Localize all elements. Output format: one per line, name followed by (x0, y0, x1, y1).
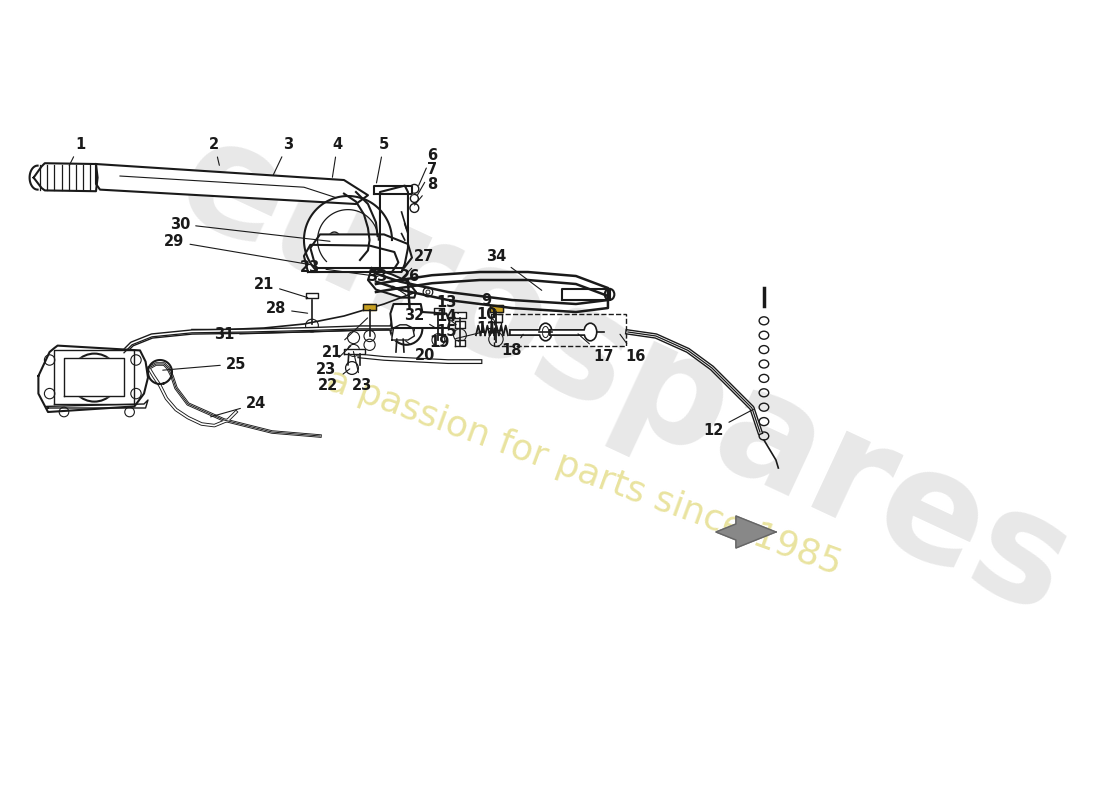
Polygon shape (363, 304, 376, 310)
Text: 1: 1 (69, 137, 85, 166)
Text: 23: 23 (316, 346, 351, 377)
Text: 33: 33 (367, 269, 406, 294)
Text: 27: 27 (402, 249, 434, 278)
Polygon shape (455, 321, 465, 328)
Text: 23: 23 (300, 260, 378, 277)
Text: 13: 13 (437, 295, 459, 314)
Text: 16: 16 (620, 334, 646, 363)
Text: 8: 8 (415, 177, 437, 205)
Polygon shape (374, 186, 412, 194)
Text: 4: 4 (332, 137, 342, 178)
Text: 6: 6 (419, 148, 437, 186)
Text: 32: 32 (404, 308, 436, 328)
Text: 9: 9 (482, 293, 496, 310)
Text: 28: 28 (266, 302, 308, 316)
Text: 29: 29 (164, 234, 314, 265)
Ellipse shape (539, 323, 552, 341)
Polygon shape (492, 322, 500, 330)
Text: 25: 25 (163, 357, 246, 371)
Ellipse shape (584, 323, 596, 341)
Text: 2: 2 (209, 137, 219, 166)
Text: 30: 30 (169, 217, 330, 242)
Text: 22: 22 (318, 369, 350, 393)
Polygon shape (492, 314, 502, 322)
Polygon shape (368, 268, 416, 298)
Text: 12: 12 (703, 410, 754, 438)
Polygon shape (490, 305, 503, 312)
Text: 21: 21 (254, 277, 308, 298)
Polygon shape (433, 308, 444, 314)
Polygon shape (64, 358, 124, 396)
Polygon shape (454, 312, 465, 318)
Polygon shape (34, 163, 98, 191)
Polygon shape (561, 289, 609, 300)
Polygon shape (344, 349, 365, 354)
Polygon shape (304, 196, 392, 271)
Text: 14: 14 (437, 310, 456, 325)
Polygon shape (392, 325, 415, 340)
Text: 23: 23 (351, 351, 372, 393)
Polygon shape (46, 400, 148, 408)
Text: 24: 24 (211, 397, 266, 417)
Polygon shape (310, 234, 412, 268)
Text: 3: 3 (273, 137, 293, 175)
Polygon shape (390, 304, 450, 328)
Text: 7: 7 (417, 162, 437, 195)
Text: a passion for parts since 1985: a passion for parts since 1985 (322, 362, 846, 582)
Polygon shape (455, 340, 465, 346)
Text: eurospares: eurospares (155, 104, 1093, 648)
Polygon shape (304, 245, 398, 272)
Text: 19: 19 (430, 332, 484, 350)
Text: 31: 31 (213, 327, 389, 342)
Polygon shape (716, 516, 776, 548)
Text: 15: 15 (436, 324, 459, 342)
Polygon shape (54, 350, 134, 404)
Text: 18: 18 (502, 334, 524, 358)
Text: 11: 11 (476, 321, 496, 335)
Text: 10: 10 (476, 307, 496, 322)
Polygon shape (39, 346, 148, 412)
Polygon shape (306, 293, 318, 298)
Text: 26: 26 (399, 269, 425, 289)
Text: 21: 21 (322, 318, 367, 359)
Polygon shape (379, 186, 408, 272)
Text: 20: 20 (406, 341, 436, 362)
Text: 17: 17 (578, 334, 614, 363)
Text: 5: 5 (376, 137, 389, 183)
Text: 34: 34 (486, 249, 541, 290)
Polygon shape (96, 164, 368, 204)
